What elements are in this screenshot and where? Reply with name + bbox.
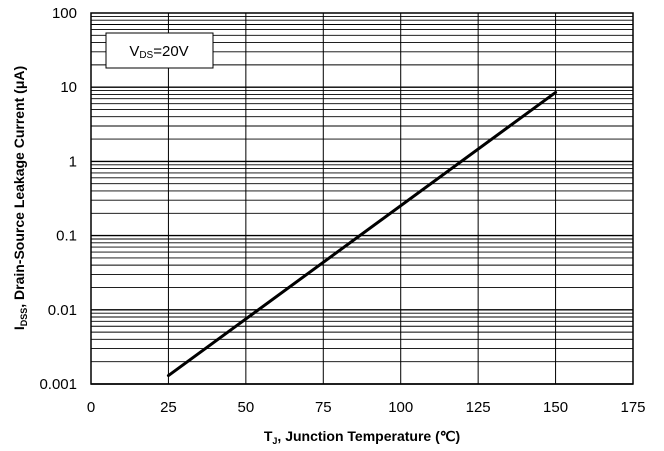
x-tick-label: 175 (620, 399, 645, 416)
x-tick-label: 25 (160, 399, 177, 416)
y-tick-label: 1 (69, 153, 77, 170)
series-line (166, 90, 558, 378)
x-tick-label: 100 (388, 399, 413, 416)
annotation-box (105, 32, 214, 69)
plot-border (90, 12, 634, 385)
y-axis-title: IDSS, Drain-Source Leakage Current (μA) (11, 66, 29, 330)
x-tick-label: 75 (315, 399, 332, 416)
x-tick-label: 50 (238, 399, 255, 416)
annotation-rest: =20V (153, 43, 188, 60)
y-tick-labels: 0.001 0.01 0.1 1 10 100 (39, 5, 77, 393)
annotation-main: V (129, 43, 139, 60)
y-tick-label: 100 (52, 5, 77, 22)
x-axis-title-main: T (264, 428, 273, 444)
x-tick-label: 125 (466, 399, 491, 416)
x-axis-title-rest: , Junction Temperature (℃) (277, 428, 460, 444)
annotation-sub: DS (139, 50, 153, 61)
y-tick-label: 0.1 (56, 228, 77, 245)
x-axis-title: TJ, Junction Temperature (℃) (264, 428, 460, 446)
y-tick-label: 0.001 (39, 376, 77, 393)
x-tick-label: 0 (87, 399, 95, 416)
y-axis-title-main: I (11, 326, 27, 330)
x-axis-title-sub: J (272, 436, 277, 446)
grid-lines (90, 13, 634, 385)
y-axis-title-sub: DSS (19, 308, 29, 327)
y-tick-label: 10 (60, 79, 77, 96)
y-axis-title-rest: , Drain-Source Leakage Current (μA) (11, 66, 27, 308)
vds-annotation: VDS=20V (105, 32, 214, 69)
annotation-text: VDS=20V (129, 43, 188, 61)
y-tick-label: 0.01 (48, 302, 77, 319)
x-tick-label: 150 (543, 399, 568, 416)
x-tick-labels: 0 25 50 75 100 125 150 175 (87, 399, 646, 416)
series-layer (166, 90, 558, 378)
